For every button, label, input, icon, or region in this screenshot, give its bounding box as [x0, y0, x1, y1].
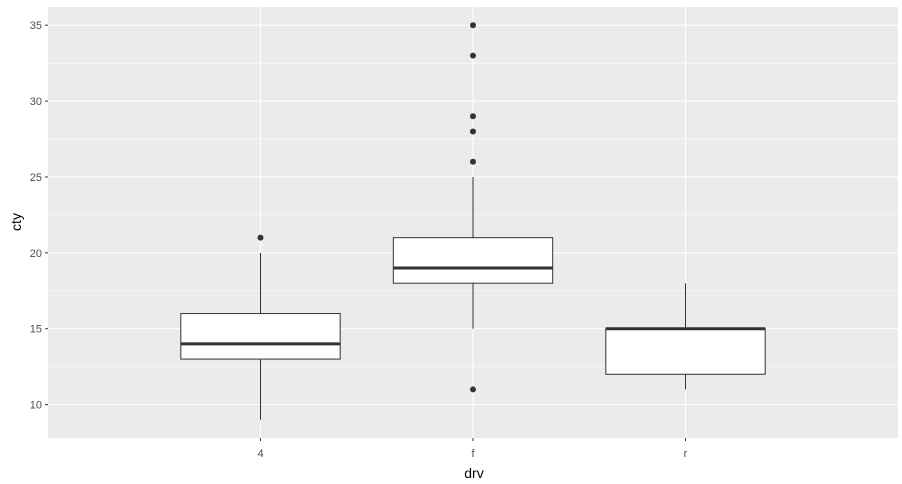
boxes-layer: [180, 22, 766, 420]
y-axis-title: cty: [8, 213, 24, 231]
outlier-point: [257, 234, 264, 241]
outlier-point: [470, 22, 476, 29]
outlier-point: [470, 386, 476, 393]
y-tick-label: 20: [30, 248, 42, 260]
outlier-point: [470, 158, 476, 165]
outlier-point: [470, 113, 476, 120]
y-tick-label: 30: [30, 96, 42, 108]
y-tick-labels: 10 15 20 25 30 35: [30, 20, 48, 412]
y-tick-label: 25: [30, 172, 42, 184]
box-group-r: [605, 283, 766, 390]
box-iqr: [392, 237, 554, 284]
box-iqr: [180, 313, 341, 360]
x-tick-label: f: [471, 448, 475, 460]
outlier-point: [470, 52, 476, 59]
y-tick-label: 35: [30, 20, 42, 32]
y-tick-label: 15: [30, 324, 42, 336]
x-tick-label: r: [684, 448, 688, 460]
y-tick-label: 10: [30, 400, 42, 412]
box-iqr: [605, 328, 766, 375]
box-group-4: [180, 234, 341, 420]
x-tick-label: 4: [257, 448, 263, 460]
x-tick-labels: 4 f r: [257, 438, 688, 460]
outlier-point: [470, 128, 476, 135]
box-group-f: [392, 22, 554, 393]
x-axis-title: drv: [464, 465, 483, 481]
